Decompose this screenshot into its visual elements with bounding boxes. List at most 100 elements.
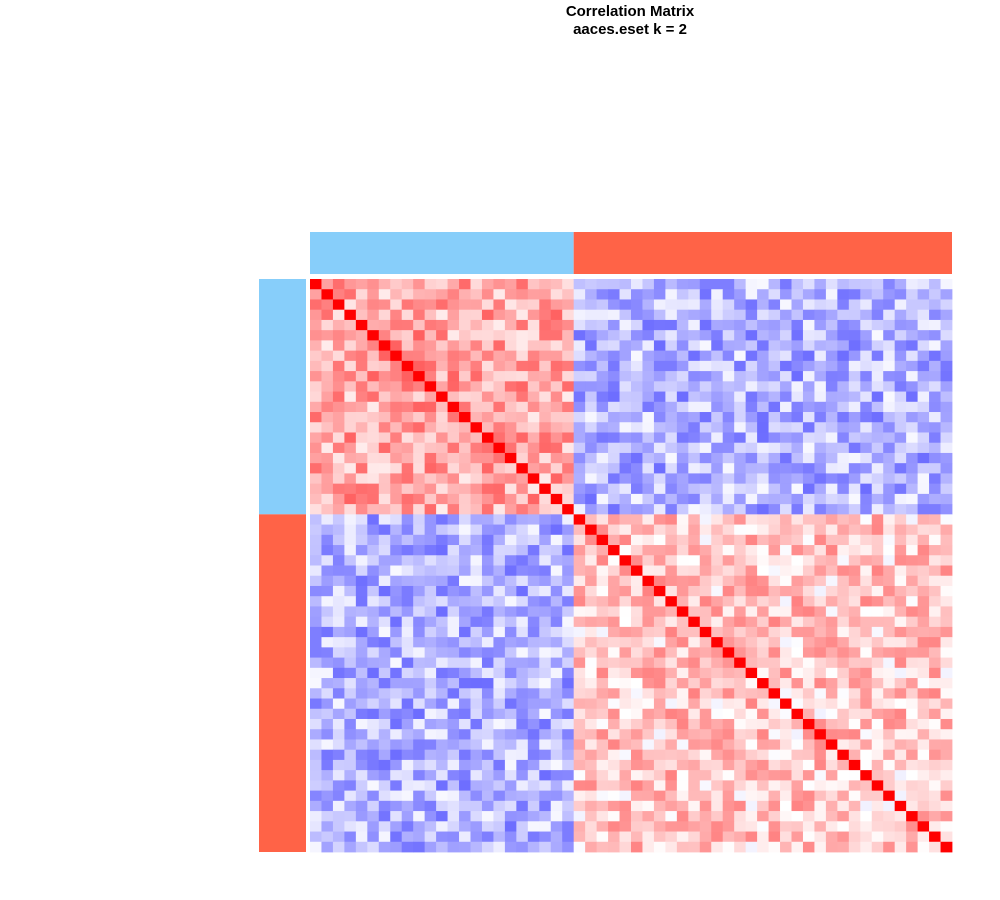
heatmap-cell [390,350,403,362]
heatmap-cell [378,575,391,587]
heatmap-cell [631,401,643,413]
heatmap-cell [906,770,918,781]
heatmap-cell [516,309,529,321]
heatmap-cell [825,708,838,720]
heatmap-cell [608,391,620,403]
heatmap-cell [653,534,666,546]
heatmap-cell [802,442,815,454]
heatmap-cell [504,330,517,341]
heatmap-cell [940,718,953,730]
heatmap-cell [413,616,426,628]
heatmap-cell [413,596,426,607]
heatmap-cell [929,340,941,352]
heatmap-cell [493,626,506,638]
heatmap-cell [527,657,540,669]
heatmap-cell [367,555,380,566]
heatmap-cell [711,319,724,331]
heatmap-cell [390,309,403,321]
heatmap-cell [539,565,552,577]
heatmap-cell [894,759,907,771]
heatmap-cell [780,524,792,536]
heatmap-cell [906,678,918,689]
heatmap-cell [688,790,701,802]
heatmap-cell [929,319,941,331]
heatmap-cell [390,811,403,822]
heatmap-cell [906,319,918,331]
heatmap-cell [470,770,483,781]
heatmap-cell [665,504,678,515]
heatmap-cell [459,432,471,444]
heatmap-cell [562,534,575,546]
heatmap-cell [390,575,403,587]
heatmap-cell [653,401,666,413]
heatmap-cell [665,657,678,669]
heatmap-cell [459,555,471,566]
heatmap-cell [332,514,345,525]
heatmap-cell [550,811,563,822]
cluster-bar-top-2 [573,232,952,274]
heatmap-cell [481,596,494,607]
heatmap-cell [768,739,781,751]
heatmap-cell [837,729,850,740]
heatmap-cell [355,391,368,403]
heatmap-cell [527,698,540,710]
heatmap-cell [791,493,804,505]
heatmap-cell [310,350,322,362]
heatmap-cell [424,565,437,577]
heatmap-cell [722,637,735,648]
heatmap-cell [436,452,448,464]
heatmap-cell [768,330,781,341]
heatmap-cell [447,657,460,669]
heatmap-cell [390,678,403,689]
heatmap-cell [344,770,357,781]
heatmap-cell [676,422,689,433]
heatmap-cell [355,718,368,730]
heatmap-cell [791,422,804,433]
heatmap-cell [332,780,345,792]
heatmap-cell [734,739,747,751]
heatmap-cell [940,780,953,792]
heatmap-cell [814,770,827,781]
heatmap-cell [390,790,403,802]
heatmap-cell [940,319,953,331]
heatmap-cell [310,575,322,587]
heatmap-cell [676,545,689,556]
heatmap-cell [688,770,701,781]
heatmap-cell [906,371,918,382]
heatmap-cell [745,565,758,577]
heatmap-cell [631,391,643,403]
heatmap-cell [883,545,896,556]
heatmap-cell [539,442,552,454]
heatmap-cell [447,800,460,812]
heatmap-cell [871,811,884,822]
heatmap-cell [676,319,689,331]
heatmap-cell [390,524,403,536]
heatmap-cell [676,841,689,853]
heatmap-cell [504,780,517,792]
heatmap-cell [321,279,334,290]
heatmap-cell [757,381,769,392]
heatmap-cell [631,708,643,720]
heatmap-cell [332,759,345,771]
heatmap-cell [825,555,838,566]
heatmap-cell [665,821,678,832]
heatmap-cell [768,800,781,812]
heatmap-cell [929,432,941,444]
heatmap-cell [848,821,861,832]
heatmap-cell [825,585,838,597]
heatmap-cell [585,759,597,771]
heatmap-cell [745,483,758,495]
heatmap-cell [390,371,403,382]
heatmap-cell [562,473,575,485]
heatmap-cell [332,493,345,505]
heatmap-cell [780,616,792,628]
heatmap-cell [929,718,941,730]
heatmap-cell [883,504,896,515]
heatmap-cell [504,821,517,832]
heatmap-cell [860,330,873,341]
heatmap-cell [757,616,769,628]
heatmap-cell [355,401,368,413]
heatmap-cell [757,811,769,822]
heatmap-cell [310,718,322,730]
heatmap-cell [642,432,655,444]
